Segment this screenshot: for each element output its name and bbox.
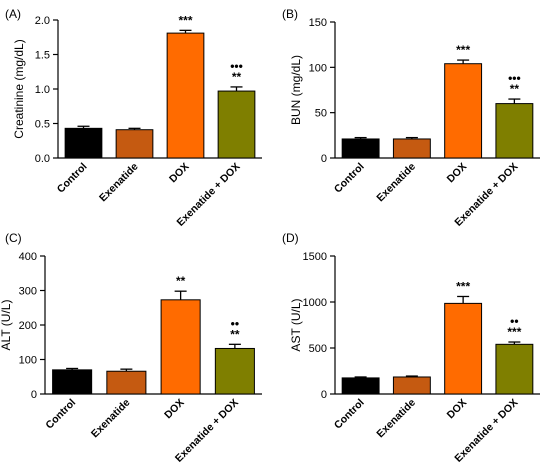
significance-label: *** [507,325,521,339]
y-tick-label: 0 [31,389,37,401]
bar [495,103,534,159]
y-axis-label: BUN (mg/dL) [289,55,303,125]
panel-label: (D) [282,231,299,245]
bar [444,63,483,159]
panel-label: (C) [5,231,22,245]
bar [64,127,103,159]
bar [52,369,93,395]
y-tick-label: 1.5 [35,50,50,62]
chart-panel-4: (D) 0 500 1000 1500 AST (U/L) Control Exenatide… [282,231,540,465]
chart-panel-3: (C) 0 100 200 300 400 ALT (U/L) Control Exenatid… [0,231,262,465]
significance-label: *** [178,13,192,27]
y-tick-label: 500 [309,343,327,355]
y-tick-label: 150 [309,17,327,29]
bar [217,90,256,159]
y-tick-label: 100 [19,355,37,367]
y-tick-label: 0.5 [35,119,50,131]
y-tick-label: 1.0 [35,84,50,96]
significance-label: *** [456,279,470,293]
bar [160,299,201,395]
bar [214,347,255,395]
y-tick-label: 0 [321,153,327,165]
x-tick-label: Exenatide [374,161,418,205]
y-axis-label: ALT (U/L) [0,300,13,351]
y-axis-label: Creatinine (mg/dL) [12,39,26,138]
y-tick-label: 1500 [303,251,327,263]
bar [392,376,431,395]
x-tick-label: DOX [445,397,470,422]
significance-label: ** [230,327,240,341]
x-tick-label: Control [332,397,367,432]
chart-panel-2: (B) 0 50 100 150 BUN (mg/dL) Control Exenatide *… [282,7,540,229]
bar [495,343,534,395]
bar [341,377,380,395]
bar [166,32,205,159]
x-tick-label: DOX [445,161,470,186]
x-tick-label: DOX [162,397,187,422]
y-tick-label: 200 [19,320,37,332]
panel-label: (A) [5,7,21,21]
bar [444,302,483,395]
x-tick-label: Exenatide [97,161,141,205]
significance-label: ** [510,82,520,96]
y-tick-label: 2.0 [35,15,50,27]
x-tick-label: Exenatide [89,397,133,441]
significance-label: ** [232,70,242,84]
chart-panel-1: (A) 0.0 0.5 1.0 1.5 2.0 Creatinine (mg/dL) Cont… [5,7,262,229]
y-tick-label: 50 [315,108,327,120]
bar [106,370,147,395]
y-tick-label: 100 [309,62,327,74]
x-tick-label: Control [43,397,78,432]
y-tick-label: 0.0 [35,153,50,165]
x-tick-label: Exenatide [374,397,418,441]
significance-label: •• [510,314,518,328]
significance-label: ••• [508,71,521,85]
significance-label: •• [231,316,239,330]
significance-label: *** [456,43,470,57]
panel-label: (B) [282,7,298,21]
bar [341,138,380,159]
y-tick-label: 0 [321,389,327,401]
bar [392,138,431,159]
y-axis-label: AST (U/L) [289,298,303,351]
significance-label: ••• [230,59,243,73]
bar [115,129,154,159]
significance-label: ** [176,274,186,288]
y-tick-label: 1000 [303,297,327,309]
x-tick-label: Control [332,161,367,196]
x-tick-label: DOX [167,161,192,186]
y-tick-label: 300 [19,286,37,298]
y-tick-label: 400 [19,251,37,263]
x-tick-label: Control [55,161,90,196]
